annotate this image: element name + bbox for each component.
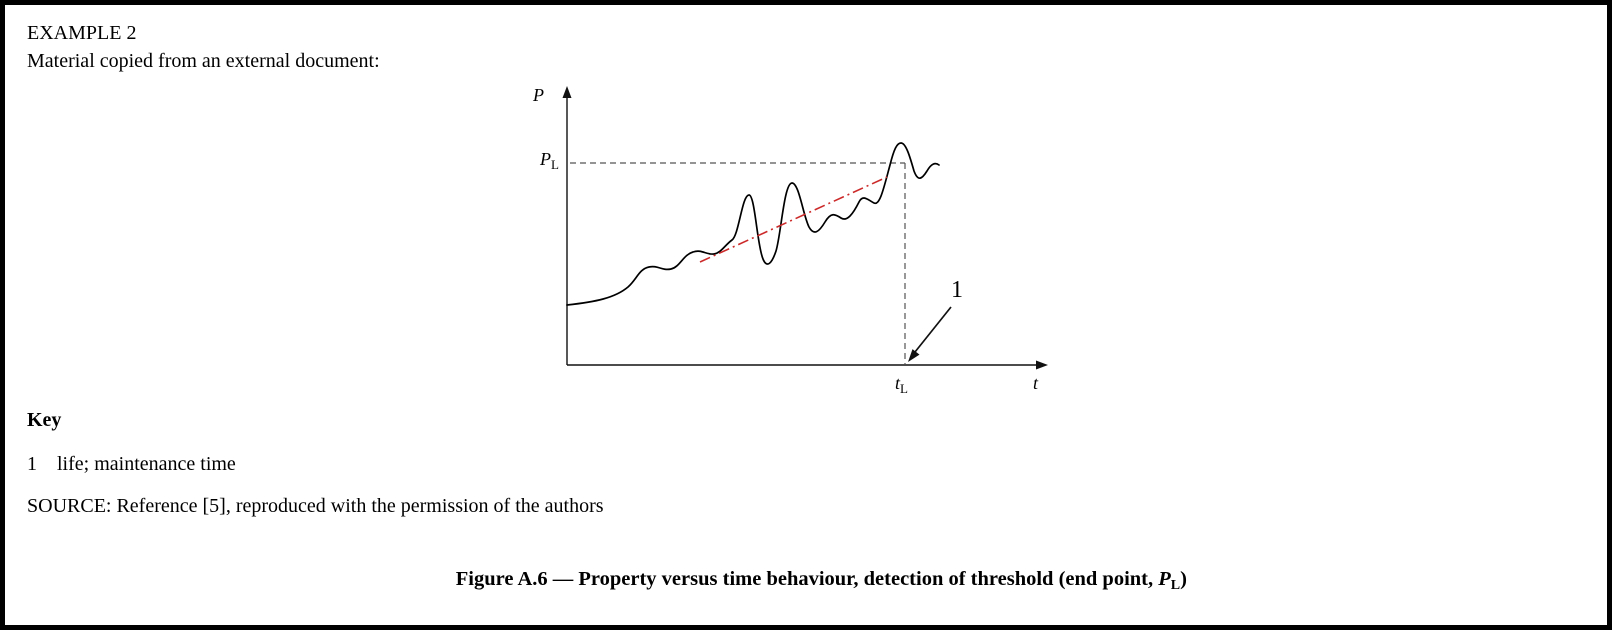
source-line: SOURCE: Reference [5], reproduced with t…: [27, 495, 604, 517]
intro-text: Material copied from an external documen…: [27, 50, 380, 72]
caption-text: Figure A.6 — Property versus time behavi…: [455, 568, 1159, 590]
y-axis-label: P: [533, 85, 544, 105]
callout-arrow-line: [914, 306, 952, 353]
key-item-label: life; maintenance time: [57, 453, 236, 475]
example-block: EXAMPLE 2 Material copied from an extern…: [27, 19, 380, 75]
caption-subscript: L: [1170, 578, 1181, 593]
caption-symbol: P: [1158, 568, 1171, 590]
time-subscript: L: [900, 381, 908, 396]
example-label: EXAMPLE 2: [27, 22, 137, 44]
key-item: 1 life; maintenance time: [27, 453, 236, 476]
figure-canvas: [562, 86, 1048, 370]
x-axis-arrow-icon: [1036, 360, 1048, 370]
figure: P PL tL t 1: [525, 83, 1065, 413]
threshold-symbol: P: [540, 149, 552, 169]
callout-label: 1: [951, 277, 963, 303]
caption-line-1: Figure A.6 — Property versus time behavi…: [5, 533, 1607, 625]
trend-line: [699, 176, 888, 263]
caption-close: ): [1180, 568, 1187, 590]
figure-caption: Figure A.6 — Property versus time behavi…: [5, 533, 1607, 625]
key-item-ref: 1: [27, 453, 37, 475]
time-symbol: t: [895, 373, 901, 393]
property-curve: [566, 142, 940, 306]
x-axis-label: t: [1033, 373, 1039, 393]
time-label: tL: [895, 373, 908, 397]
threshold-label: PL: [525, 149, 559, 173]
callout-arrowhead-icon: [908, 349, 920, 362]
threshold-subscript: L: [551, 157, 559, 172]
key-heading: Key: [27, 409, 62, 431]
y-axis-arrow-icon: [562, 86, 572, 98]
